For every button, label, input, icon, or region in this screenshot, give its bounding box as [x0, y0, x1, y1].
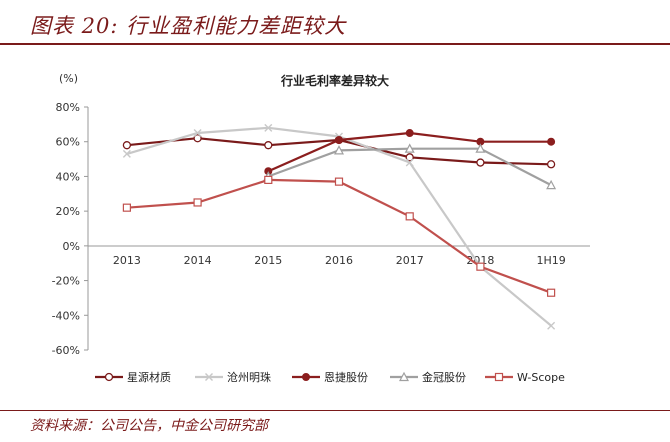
source-note: 资料来源：公司公告，中金公司研究部 — [30, 418, 268, 434]
chart-title: 行业毛利率差异较大 — [280, 73, 389, 88]
x-tick-label: 2015 — [254, 254, 282, 267]
x-tick-label: 2014 — [184, 254, 212, 267]
y-tick-label: 20% — [56, 205, 80, 218]
series-1 — [122, 123, 556, 330]
data-point — [547, 321, 556, 330]
data-point — [122, 203, 131, 212]
y-tick-label: 40% — [56, 170, 80, 183]
x-tick-label: 2016 — [325, 254, 353, 267]
data-point — [405, 212, 414, 221]
data-point — [405, 153, 414, 162]
legend-marker — [399, 371, 409, 382]
legend-item: W-Scope — [485, 371, 565, 384]
data-point — [264, 175, 273, 185]
data-point — [405, 129, 414, 138]
y-tick-label: -60% — [52, 344, 80, 357]
source-divider — [0, 410, 670, 411]
x-tick-label: 2017 — [396, 254, 424, 267]
data-point — [122, 141, 132, 150]
series-line — [126, 126, 552, 327]
legend-marker — [205, 373, 213, 381]
y-tick-label: 0% — [63, 240, 80, 253]
y-tick-label: -40% — [52, 309, 80, 322]
legend-item: 星源材质 — [95, 370, 171, 384]
y-tick-label: -20% — [52, 275, 80, 288]
legend-label: 恩捷股份 — [324, 370, 368, 384]
legend-item: 沧州明珠 — [195, 370, 271, 384]
legend-marker — [104, 372, 114, 382]
data-point — [404, 143, 415, 153]
series-4 — [122, 175, 556, 297]
legend-item: 恩捷股份 — [292, 370, 368, 384]
legend-item: 金冠股份 — [390, 370, 466, 384]
figure-title: 图表 20: 行业盈利能力差距较大 — [30, 14, 347, 38]
data-point — [193, 134, 202, 143]
legend-label: 星源材质 — [127, 370, 171, 384]
data-point — [476, 262, 485, 271]
data-point — [546, 160, 556, 169]
legend-label: 金冠股份 — [422, 370, 466, 384]
data-point — [547, 288, 556, 297]
data-point — [405, 158, 414, 167]
legend-marker — [302, 373, 310, 381]
data-point — [193, 129, 202, 138]
data-point — [264, 141, 273, 150]
y-unit-label: (%) — [59, 72, 78, 85]
series-2 — [264, 129, 556, 176]
data-point — [334, 145, 344, 155]
y-tick-label: 80% — [56, 101, 80, 114]
series-3 — [263, 143, 557, 190]
x-tick-label: 1H19 — [536, 254, 565, 267]
title-divider — [0, 43, 670, 45]
data-point — [122, 149, 131, 158]
data-point — [476, 158, 485, 167]
data-point — [264, 123, 273, 132]
data-point — [334, 177, 344, 186]
x-tick-label: 2013 — [113, 254, 141, 267]
data-point — [546, 179, 557, 190]
series-line — [126, 178, 552, 294]
chart: 行业毛利率差异较大 (%) 80% 60% 40% 20% 0% -20% -40% -60%… — [52, 72, 590, 384]
y-tick-label: 60% — [56, 136, 80, 149]
legend-label: 沧州明珠 — [227, 370, 271, 384]
data-point — [547, 137, 556, 146]
legend-marker — [494, 372, 504, 382]
data-point — [335, 135, 343, 144]
legend-label: W-Scope — [517, 371, 565, 384]
data-point — [193, 198, 202, 207]
data-point — [475, 143, 486, 153]
